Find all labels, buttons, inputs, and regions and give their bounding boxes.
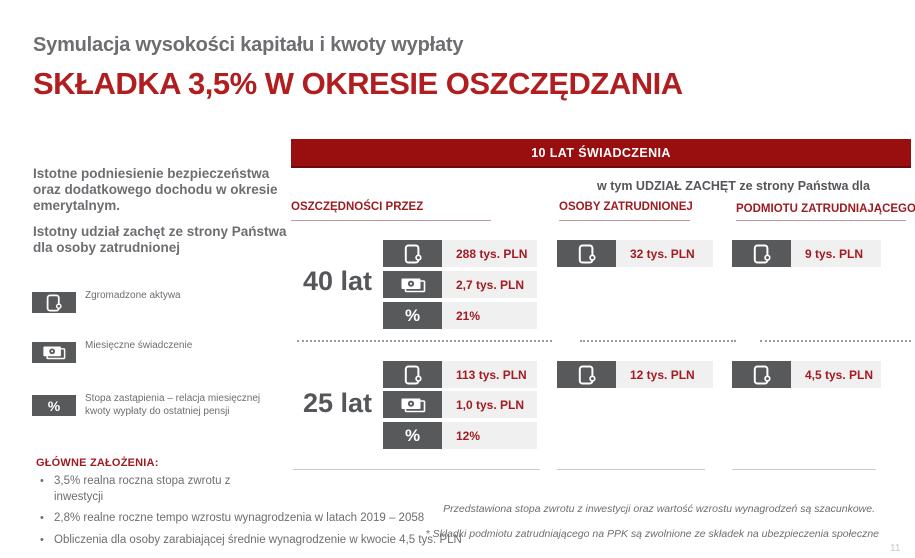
value-cell: 1,0 tys. PLN — [442, 391, 537, 418]
column-bottom-line — [557, 469, 705, 470]
dotted-separator — [580, 340, 736, 342]
assumptions-list: 3,5% realna roczna stopa zwrotu z inwest… — [40, 474, 564, 554]
value-row-25-employee-incentive: 12 tys. PLN — [557, 361, 713, 388]
wallet-icon — [557, 240, 616, 267]
banknote-icon — [383, 391, 442, 418]
legend-label-replacement-rate: Stopa zastąpienia – relacja miesięcznej … — [85, 393, 261, 417]
column-header-employer: PODMIOTU ZATRUDNIAJĄCEGO* — [736, 203, 915, 215]
assumption-item: 3,5% realna roczna stopa zwrotu z inwest… — [40, 474, 259, 505]
wallet-icon — [557, 361, 616, 388]
wallet-icon — [383, 240, 442, 267]
page-number: 11 — [890, 543, 901, 554]
value-row-40-monthly: 2,7 tys. PLN — [383, 271, 537, 298]
value-row-25-monthly: 1,0 tys. PLN — [383, 391, 537, 418]
incentives-header: w tym UDZIAŁ ZACHĘT ze strony Państwa dl… — [597, 179, 870, 193]
column-bottom-line — [293, 469, 540, 470]
value-row-40-employer-incentive: 9 tys. PLN — [732, 240, 881, 267]
footnote-social-security: * Składki podmiotu zatrudniającego na PP… — [425, 528, 879, 540]
page-title: SKŁADKA 3,5% W OKRESIE OSZCZĘDZANIA — [33, 66, 683, 101]
value-cell: 288 tys. PLN — [442, 240, 537, 267]
banknote-icon — [32, 342, 76, 363]
assumption-item: Obliczenia dla osoby zarabiającej średni… — [40, 533, 464, 549]
header-underline — [291, 220, 491, 221]
footnote-estimates: Przedstawiona stopa zwrotu z inwestycji … — [443, 503, 875, 515]
dotted-separator — [760, 340, 911, 342]
wallet-icon — [383, 361, 442, 388]
value-cell: 2,7 tys. PLN — [442, 271, 537, 298]
percent-icon: % — [383, 302, 442, 329]
value-cell: 9 tys. PLN — [791, 240, 881, 267]
value-row-25-employer-incentive: 4,5 tys. PLN — [732, 361, 881, 388]
percent-icon: % — [383, 422, 442, 449]
wallet-icon — [732, 240, 791, 267]
dotted-separator — [297, 340, 552, 342]
assumption-item: 2,8% realne roczne tempo wzrostu wynagro… — [40, 511, 564, 527]
column-bottom-line — [732, 469, 876, 470]
intro-paragraph-2: Istotny udział zachęt ze strony Państwa … — [33, 223, 287, 255]
wallet-icon — [32, 292, 76, 313]
value-cell: 4,5 tys. PLN — [791, 361, 881, 388]
value-row-40-employee-incentive: 32 tys. PLN — [557, 240, 713, 267]
percent-icon: % — [32, 395, 76, 416]
period-label-40: 40 lat — [303, 266, 373, 296]
legend-item-monthly — [32, 342, 76, 363]
legend-item-assets — [32, 292, 76, 313]
value-cell: 113 tys. PLN — [442, 361, 537, 388]
intro-paragraph-1: Istotne podniesienie bezpieczeństwa oraz… — [33, 166, 278, 214]
value-cell: 12 tys. PLN — [616, 361, 713, 388]
legend-label-assets: Zgromadzone aktywa — [85, 290, 181, 301]
value-row-25-replacement: % 12% — [383, 422, 537, 449]
value-cell: 12% — [442, 422, 537, 449]
banknote-icon — [383, 271, 442, 298]
period-label-25: 25 lat — [303, 388, 373, 418]
wallet-icon — [732, 361, 791, 388]
benefit-period-banner: 10 LAT ŚWIADCZENIA — [291, 139, 911, 168]
header-underline — [736, 220, 906, 221]
value-row-40-replacement: % 21% — [383, 302, 537, 329]
assumptions-heading: GŁÓWNE ZAŁOŻENIA: — [36, 457, 159, 469]
value-cell: 32 tys. PLN — [616, 240, 713, 267]
slide-subtitle: Symulacja wysokości kapitału i kwoty wyp… — [33, 34, 464, 56]
value-cell: 21% — [442, 302, 537, 329]
legend-label-monthly: Miesięczne świadczenie — [85, 340, 193, 351]
intro-text: Istotne podniesienie bezpieczeństwa oraz… — [33, 166, 291, 265]
benefit-period-label: 10 LAT ŚWIADCZENIA — [531, 145, 671, 160]
header-underline — [559, 220, 690, 221]
column-header-employee: OSOBY ZATRUDNIONEJ — [559, 201, 693, 213]
legend-item-replacement-rate: % — [32, 395, 76, 416]
value-row-40-assets: 288 tys. PLN — [383, 240, 537, 267]
column-header-savings: OSZCZĘDNOŚCI PRZEZ — [291, 201, 424, 213]
value-row-25-assets: 113 tys. PLN — [383, 361, 537, 388]
